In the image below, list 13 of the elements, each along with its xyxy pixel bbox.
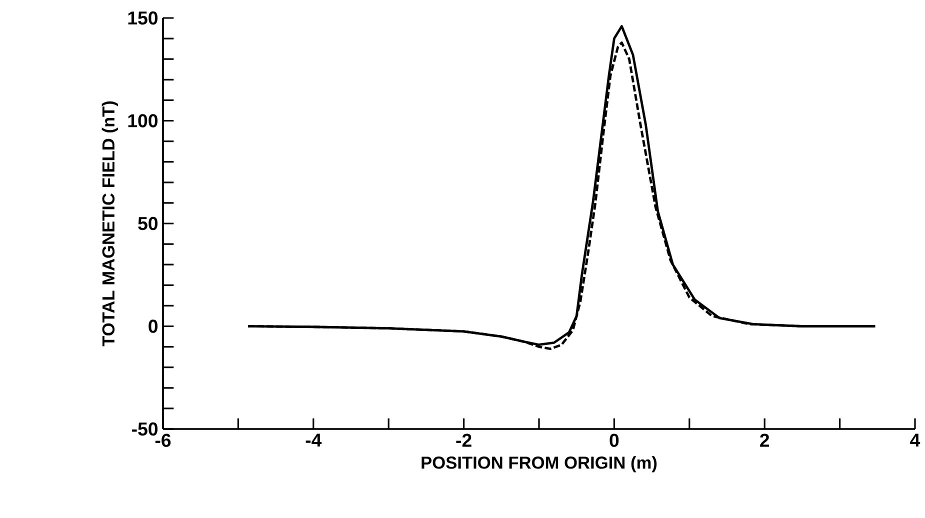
y-axis-title: TOTAL MAGNETIC FIELD (nT)	[102, 101, 118, 346]
x-tick-label: 0	[610, 434, 619, 447]
x-axis-title: POSITION FROM ORIGIN (m)	[422, 456, 657, 472]
y-tick-label: 100	[128, 114, 158, 128]
x-tick-label: -2	[456, 434, 472, 447]
x-tick-label: 4	[910, 434, 920, 447]
x-tick-label: -6	[155, 434, 171, 447]
y-tick-label: 0	[148, 320, 158, 333]
y-tick-label: 150	[128, 11, 158, 25]
y-tick-label: -50	[132, 422, 158, 436]
y-tick-label: 50	[138, 216, 158, 230]
x-tick-label: -4	[306, 434, 322, 447]
x-tick-label: 2	[760, 434, 770, 447]
